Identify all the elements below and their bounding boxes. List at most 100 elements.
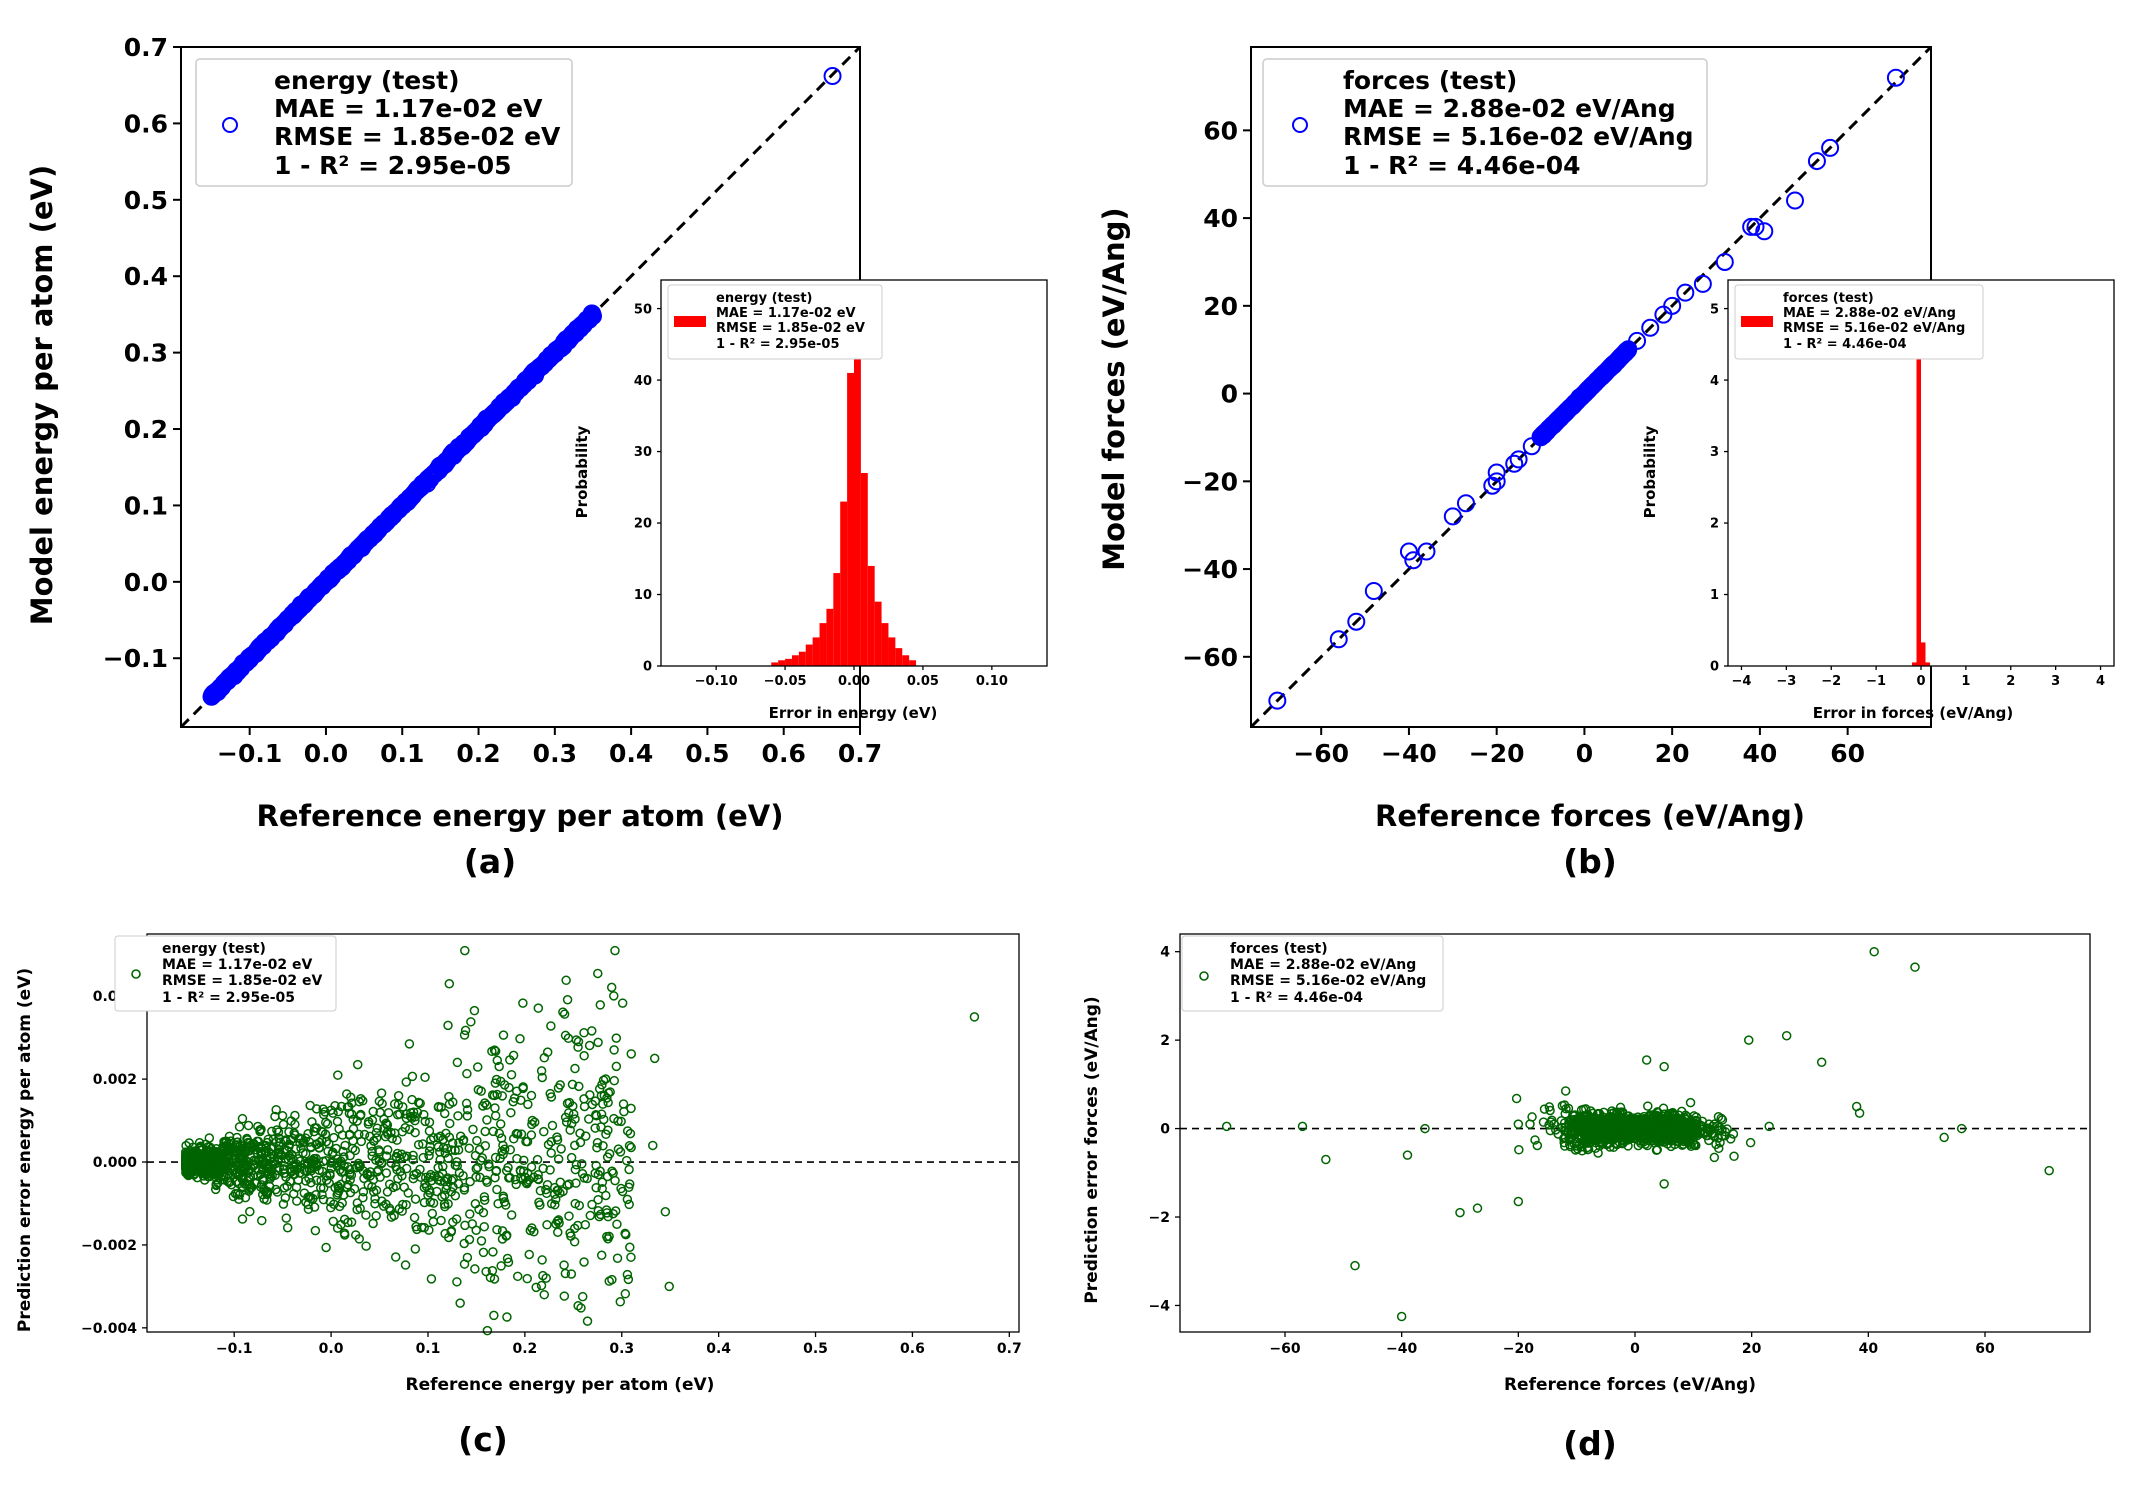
panel-c-data-point	[464, 1143, 474, 1154]
panel-b-data-point	[1404, 551, 1423, 570]
panel-d-data-point	[1579, 1137, 1590, 1147]
panel-a-ytick-label: 0.7	[124, 33, 168, 62]
panel-d-data-point	[1683, 1137, 1693, 1148]
panel-c-data-point	[546, 1148, 556, 1158]
panel-c-data-point	[482, 1115, 492, 1125]
panel-c-data-point	[492, 1184, 502, 1195]
panel-c-data-point	[539, 1126, 549, 1137]
panel-c-data-point	[407, 1071, 418, 1082]
panel-c-data-point	[346, 1217, 357, 1227]
panel-d-data-point	[1668, 1126, 1679, 1136]
panel-c-data-point	[623, 1274, 634, 1285]
panel-c-legend-marker	[131, 969, 141, 979]
panel-a-inset-xtick-label: 0.05	[907, 674, 939, 689]
panel-d-data-point	[1685, 1122, 1695, 1132]
panel-c-ytick-label: −0.004	[81, 1321, 137, 1337]
panel-c-data-point	[191, 1157, 201, 1167]
panel-c-data-point	[452, 1277, 462, 1287]
panel-c-data-point	[200, 1154, 211, 1164]
panel-c-data-point	[536, 1280, 547, 1291]
panel-c-data-point	[664, 1281, 674, 1292]
panel-c-data-point	[218, 1156, 228, 1167]
panel-c-data-point	[570, 1063, 580, 1074]
panel-c-data-point	[331, 1143, 341, 1154]
panel-c-data-point	[329, 1132, 339, 1143]
panel-b-inset-histogram: −4 −3 −2 −1 0 1 2 3 4 0 1 2 3 4 5 Error in forces (eV/…	[1641, 279, 2115, 722]
panel-d-data-point	[1402, 1150, 1413, 1160]
panel-c-data-point	[276, 1150, 286, 1160]
panel-c-data-point	[428, 1216, 439, 1227]
panel-b-xtick-label: 60	[1830, 739, 1865, 768]
panel-c-data-point	[292, 1196, 302, 1206]
panel-c-data-point	[556, 1144, 566, 1154]
panel-d-data-point	[1704, 1119, 1714, 1129]
panel-b-ytick-label: 0	[1221, 380, 1238, 409]
panel-c-data-point	[233, 1170, 244, 1181]
panel-d-ytick-label: 4	[1160, 945, 1170, 961]
panel-c-data-point	[626, 1252, 636, 1262]
panel-c-data-point	[476, 1155, 486, 1166]
panel-c-data-point	[570, 1198, 581, 1209]
panel-c-data-point	[352, 1162, 362, 1173]
panel-c-data-point	[626, 1049, 637, 1059]
panel-c-data-point	[622, 1126, 633, 1136]
panel-d-xlabel: Reference forces (eV/Ang)	[1504, 1375, 1756, 1395]
panel-b-inset-ytick-label: 2	[1710, 517, 1719, 532]
panel-c-data-point	[587, 1026, 597, 1036]
panel-a-ytick-label: 0.2	[124, 415, 168, 444]
panel-c-data-point	[624, 1140, 635, 1151]
panel-c-data-point	[317, 1166, 328, 1177]
panel-c-data-point	[459, 1185, 470, 1195]
panel-a-inset-ylabel: Probability	[573, 425, 591, 518]
panel-a-inset-bar	[791, 655, 799, 666]
panel-a-inset-bar	[895, 648, 903, 666]
panel-c-data-point	[491, 1165, 502, 1176]
panel-a-inset-legend-rmse: RMSE = 1.85e-02 eV	[716, 321, 865, 336]
panel-c-data-point	[322, 1119, 333, 1129]
panel-c-data-point	[287, 1166, 297, 1176]
panel-d-data-point	[1634, 1130, 1645, 1140]
panel-d-data-point	[1643, 1101, 1653, 1111]
panel-c-data-point	[619, 1106, 629, 1117]
panel-c-data-point	[596, 1122, 606, 1132]
panel-c-data-point	[444, 1091, 454, 1102]
panel-a-data-point	[542, 345, 561, 364]
panel-c-data-point	[371, 1155, 381, 1165]
panel-a-inset-bar	[909, 660, 917, 666]
panel-c-data-point	[212, 1170, 222, 1180]
panel-c-data-point	[472, 1135, 482, 1146]
panel-b-inset-xtick-label: −1	[1866, 674, 1886, 689]
panel-c-data-point	[482, 1325, 493, 1336]
panel-a-inset-ytick-label: 40	[634, 374, 652, 389]
panel-c-data-point	[397, 1199, 408, 1210]
panel-c-data-point	[610, 1206, 621, 1216]
panel-a-ytick-label: 0.6	[124, 109, 168, 138]
panel-d-data-point	[1651, 1114, 1662, 1125]
panel-a-ytick-label: 0.3	[124, 339, 168, 368]
panel-d-xtick-label: −60	[1269, 1341, 1300, 1357]
panel-c-data-point	[317, 1135, 327, 1146]
panel-c-data-point	[446, 1227, 456, 1237]
panel-c-data-point	[535, 1186, 546, 1196]
panel-c-data-point	[505, 1145, 516, 1155]
panel-c-data-point	[333, 1188, 343, 1198]
panel-d-data-point	[1615, 1102, 1626, 1113]
panel-c-xtick-label: 0.2	[512, 1341, 537, 1357]
panel-c-data-point	[480, 1126, 490, 1137]
panel-c-data-point	[420, 1072, 430, 1083]
panel-c-data-point	[502, 1253, 513, 1264]
panel-c-data-point	[367, 1115, 378, 1126]
panel-c-data-point	[291, 1182, 302, 1193]
panel-c-data-point	[516, 1095, 526, 1105]
panel-c-data-point	[332, 1116, 343, 1127]
panel-a-inset-bar	[854, 301, 861, 666]
panel-c-data-point	[378, 1201, 389, 1211]
panel-c-data-point	[245, 1142, 256, 1153]
panel-b-ytick-label: −20	[1182, 467, 1238, 496]
panel-c-data-point	[522, 1273, 532, 1284]
panel-c-data-point	[448, 1174, 458, 1184]
panel-c-data-point	[433, 1142, 444, 1152]
panel-c-data-point	[573, 1300, 583, 1311]
panel-c-data-point	[462, 1068, 472, 1079]
panel-c-data-point	[410, 1127, 420, 1138]
